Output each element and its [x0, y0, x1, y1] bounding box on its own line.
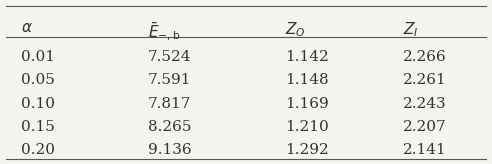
- Text: $\alpha$: $\alpha$: [21, 21, 33, 35]
- Text: 2.207: 2.207: [402, 120, 446, 134]
- Text: 1.292: 1.292: [285, 143, 329, 157]
- Text: $Z_O$: $Z_O$: [285, 21, 306, 39]
- Text: 1.210: 1.210: [285, 120, 329, 134]
- Text: 1.142: 1.142: [285, 50, 329, 64]
- Text: 8.265: 8.265: [148, 120, 192, 134]
- Text: 0.05: 0.05: [21, 73, 55, 87]
- Text: 0.15: 0.15: [21, 120, 55, 134]
- Text: 2.141: 2.141: [402, 143, 446, 157]
- Text: 0.20: 0.20: [21, 143, 55, 157]
- Text: $Z_I$: $Z_I$: [402, 21, 418, 39]
- Text: 2.243: 2.243: [402, 96, 446, 111]
- Text: $\bar{E}_{-,\mathrm{b}}$: $\bar{E}_{-,\mathrm{b}}$: [148, 21, 181, 43]
- Text: 2.266: 2.266: [402, 50, 446, 64]
- Text: 2.261: 2.261: [402, 73, 446, 87]
- Text: 7.524: 7.524: [148, 50, 192, 64]
- Text: 9.136: 9.136: [148, 143, 192, 157]
- Text: 7.817: 7.817: [148, 96, 191, 111]
- Text: 1.148: 1.148: [285, 73, 329, 87]
- Text: 7.591: 7.591: [148, 73, 192, 87]
- Text: 0.01: 0.01: [21, 50, 55, 64]
- Text: 1.169: 1.169: [285, 96, 329, 111]
- Text: 0.10: 0.10: [21, 96, 55, 111]
